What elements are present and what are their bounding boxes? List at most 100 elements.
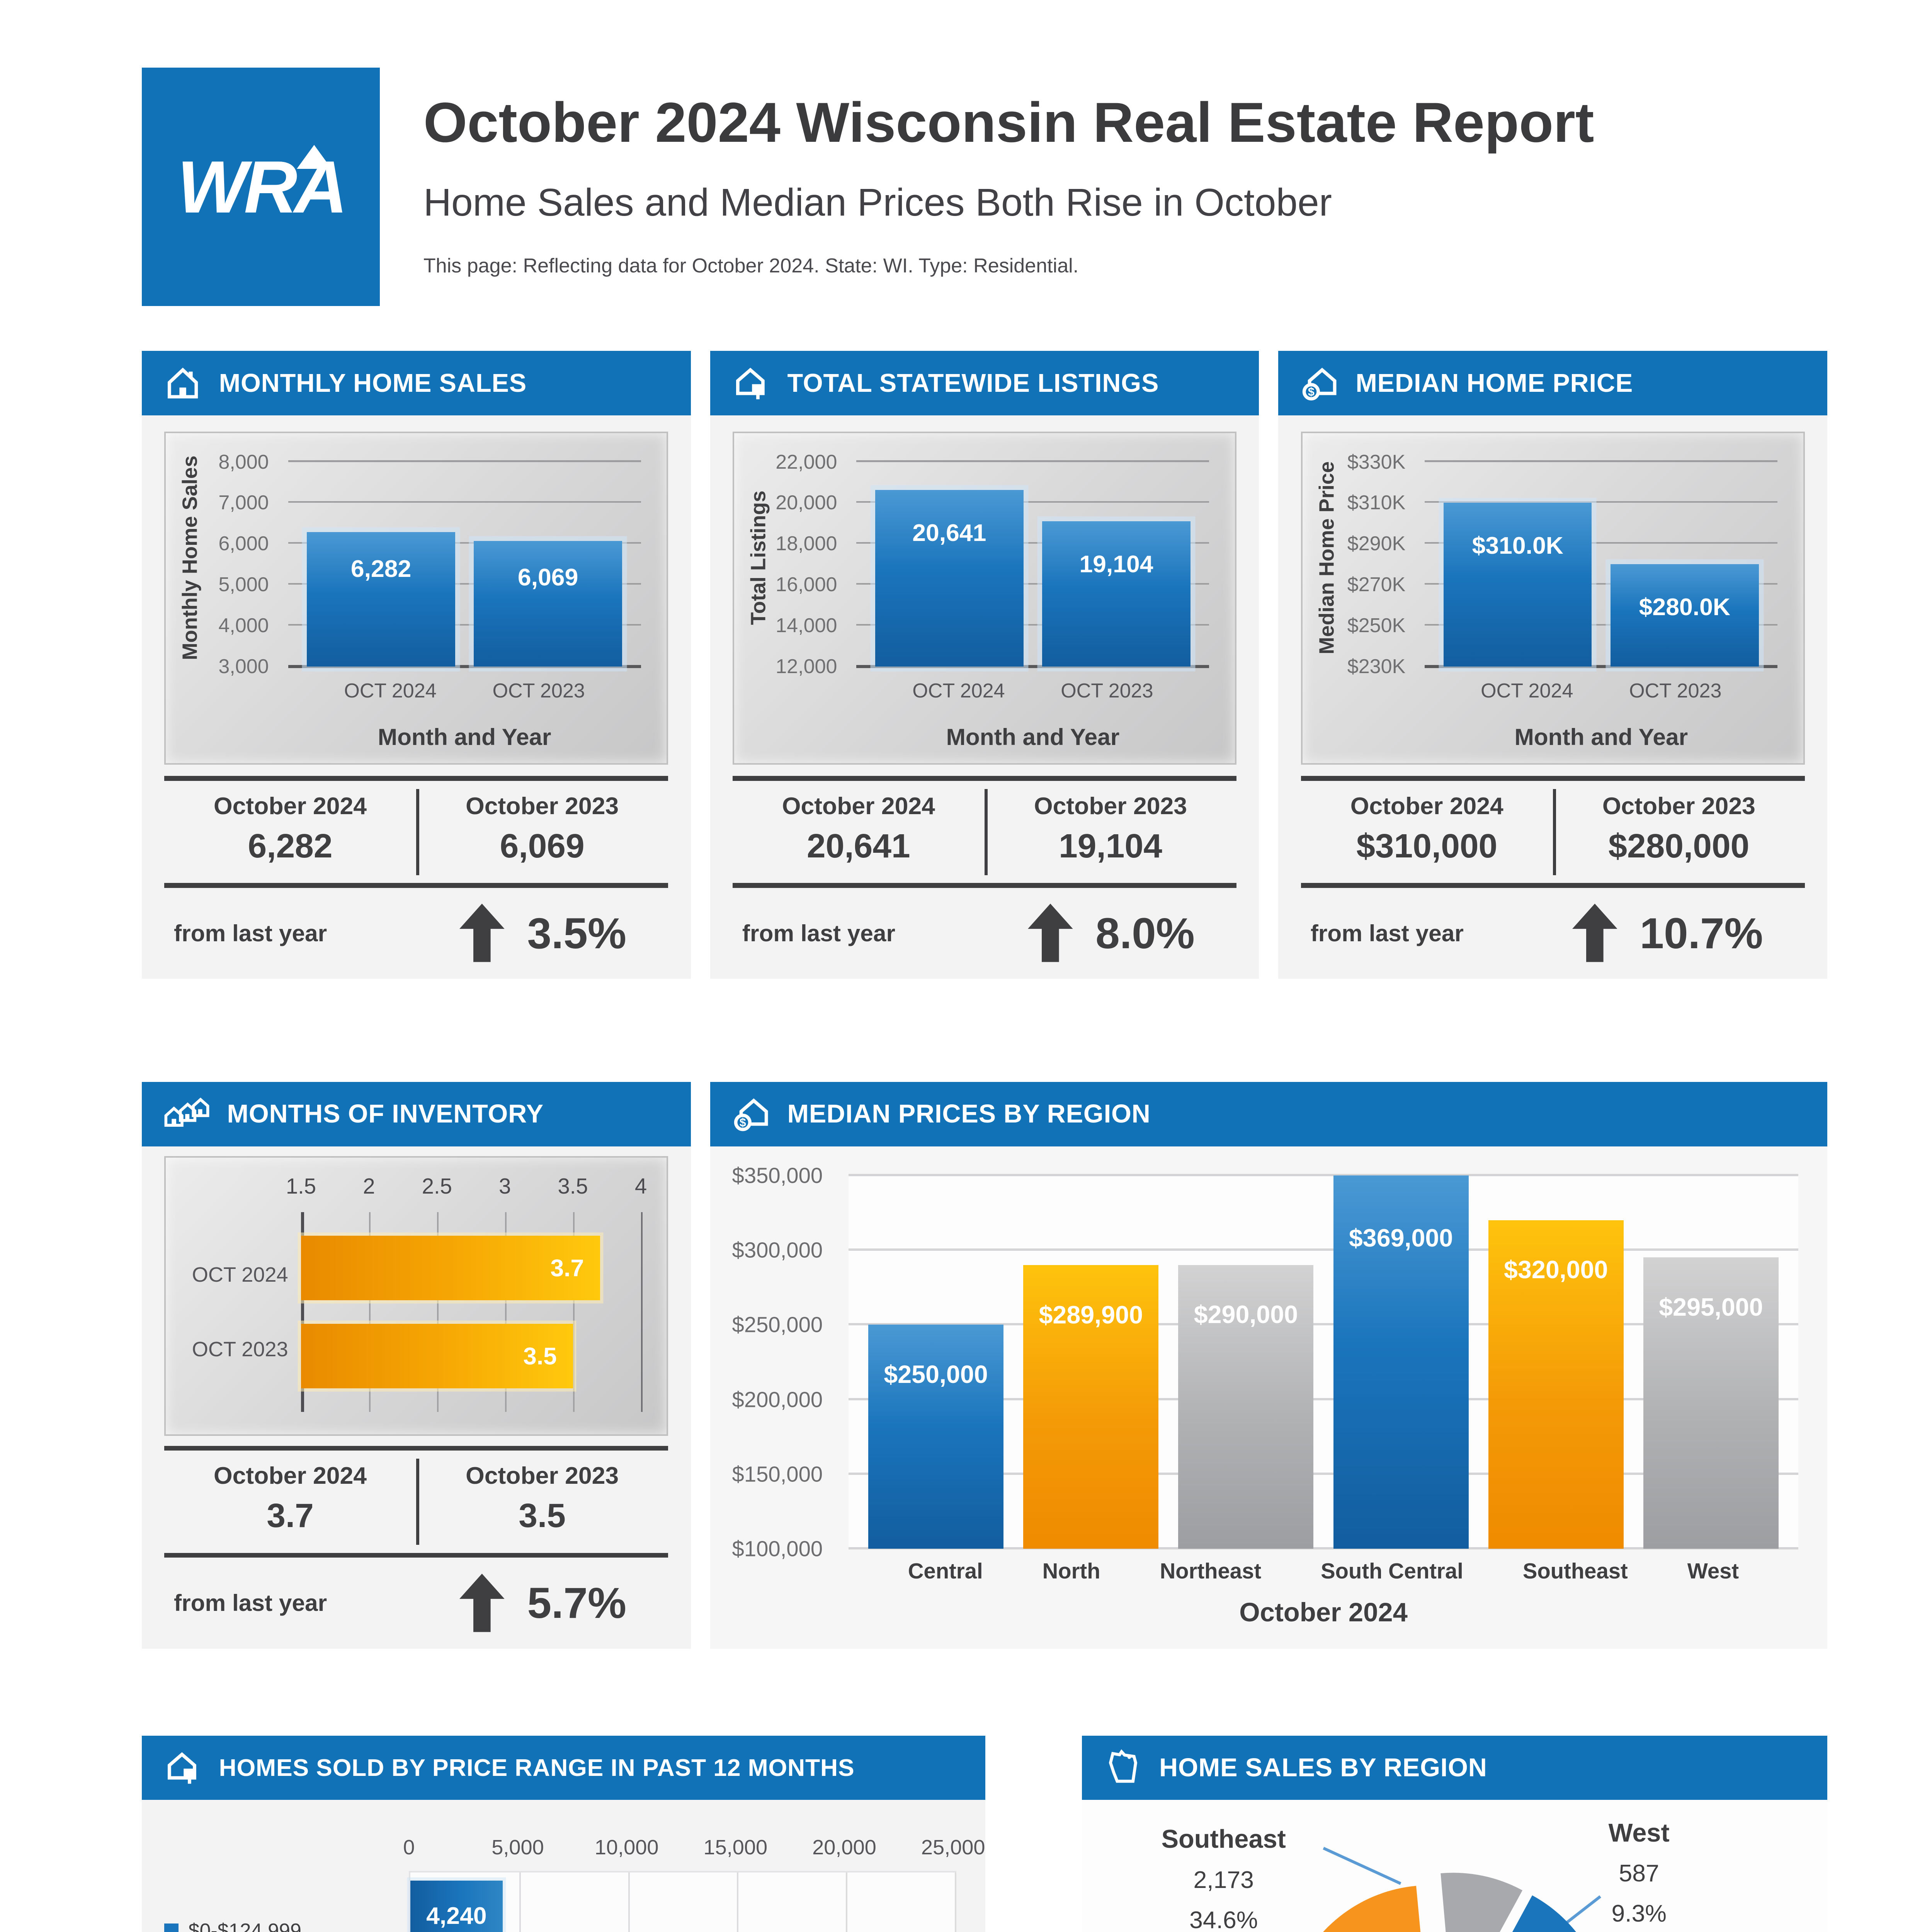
gridline xyxy=(856,624,1209,626)
change-label: from last year xyxy=(173,1589,327,1616)
gridline xyxy=(848,1547,1799,1550)
gridline xyxy=(288,624,641,626)
y-tick-label: 20,000 xyxy=(776,492,837,514)
pie-svg xyxy=(1323,1847,1601,1932)
change-percent: 10.7% xyxy=(1639,908,1763,957)
stat-columns: October 2024 3.7 October 2023 3.5 xyxy=(164,1451,668,1553)
stat-label: October 2023 xyxy=(1034,792,1187,820)
bar-value-label: 6,282 xyxy=(350,555,412,582)
y-tick-label: 8,000 xyxy=(218,451,269,473)
gridline xyxy=(437,1212,439,1412)
bar-price-range-0: 4,240 xyxy=(410,1880,503,1932)
bar-oct-2023: 19,104 xyxy=(1042,521,1190,667)
change-row: from last year 8.0% xyxy=(733,888,1236,967)
bar-value-label: 20,641 xyxy=(912,519,986,546)
bar-value-label: $310.0K xyxy=(1472,532,1563,560)
y-axis-ticks: 8,000 7,000 6,000 5,000 4,000 3,000 xyxy=(204,451,279,678)
gridline xyxy=(628,1872,630,1932)
x-category-label: OCT 2023 xyxy=(492,680,585,702)
bar-north: $289,900 xyxy=(1023,1265,1159,1549)
stats-block: October 2024 6,282 October 2023 6,069 fr… xyxy=(164,776,668,967)
bar-row: 4,240 xyxy=(410,1880,954,1932)
y-tick-label: $350,000 xyxy=(732,1163,823,1188)
x-category-label: West xyxy=(1687,1559,1739,1583)
y-tick-label: $150,000 xyxy=(732,1462,823,1486)
bar-value-label: $295,000 xyxy=(1659,1293,1763,1321)
gridline xyxy=(1425,460,1778,462)
card-title: HOMES SOLD BY PRICE RANGE IN PAST 12 MON… xyxy=(219,1754,855,1782)
stats-block: October 2024 $310,000 October 2023 $280,… xyxy=(1301,776,1805,967)
y-tick-label: $250,000 xyxy=(732,1312,823,1337)
bar-row: 3.5 xyxy=(301,1324,641,1388)
stat-current: October 2024 $310,000 xyxy=(1301,792,1553,866)
x-tick-label: 2 xyxy=(363,1174,375,1199)
stat-label: October 2024 xyxy=(214,792,367,820)
x-categories: OCT 2024 OCT 2023 xyxy=(1425,679,1777,708)
wra-logo: WRA xyxy=(141,68,380,306)
stat-value: 19,104 xyxy=(1059,827,1162,865)
plot-area: 4,24011,32825,15914,14710,847 xyxy=(409,1871,956,1932)
y-tick-label: $100,000 xyxy=(732,1536,823,1561)
y-axis-ticks: $350,000 $300,000 $250,000 $200,000 $150,000… xyxy=(710,1163,839,1561)
y-tick-label: 18,000 xyxy=(776,532,837,555)
card-header: $ MEDIAN PRICES BY REGION xyxy=(710,1082,1828,1146)
wisconsin-icon xyxy=(1109,1749,1138,1783)
card-median-prices-by-region: $ MEDIAN PRICES BY REGION $350,000 $300,0… xyxy=(710,1082,1828,1649)
bar-oct-2023: 3.5 xyxy=(301,1324,573,1388)
up-arrow-icon xyxy=(1028,902,1073,963)
x-tick-label: 0 xyxy=(403,1836,415,1859)
bar-value-label: 19,104 xyxy=(1079,550,1153,578)
y-tick-label: 16,000 xyxy=(776,573,837,596)
stat-current: October 2024 3.7 xyxy=(164,1462,416,1535)
stat-value: 6,069 xyxy=(500,827,585,865)
chart-frame: Median Home Price $330K $310K $290K $270K $25… xyxy=(1301,431,1805,765)
card-title: MEDIAN HOME PRICE xyxy=(1355,369,1633,398)
x-category-label: OCT 2023 xyxy=(1629,680,1722,702)
card-header: MONTHLY HOME SALES xyxy=(141,351,691,415)
bar-value-label: $250,000 xyxy=(884,1361,988,1388)
row-category-label: OCT 2024 xyxy=(192,1263,288,1287)
plot-area: $310.0K $280.0K xyxy=(1425,460,1778,668)
y-tick-label: 22,000 xyxy=(776,451,837,473)
stat-current: October 2024 20,641 xyxy=(733,792,985,866)
card-title: MEDIAN PRICES BY REGION xyxy=(787,1100,1151,1129)
change-label: from last year xyxy=(173,920,327,946)
x-category-label: OCT 2024 xyxy=(344,680,437,702)
median-home-price-chart: Median Home Price $330K $310K $290K $270K $25… xyxy=(1312,439,1794,757)
gridline xyxy=(301,1212,304,1412)
stat-columns: October 2024 20,641 October 2023 19,104 xyxy=(733,781,1236,883)
gridline xyxy=(856,665,1209,668)
gridline xyxy=(288,542,641,544)
stat-value: 20,641 xyxy=(807,827,910,865)
y-axis-title: Median Home Price xyxy=(1315,461,1338,655)
gridline xyxy=(1425,624,1778,626)
gridline xyxy=(288,583,641,585)
stat-value: 6,282 xyxy=(248,827,333,865)
plot-area: 20,641 19,104 xyxy=(856,460,1209,668)
bars: 20,641 19,104 xyxy=(856,462,1209,667)
stat-label: October 2023 xyxy=(1602,792,1755,820)
gridline xyxy=(848,1173,1799,1176)
chart-frame: 1.5 2 2.5 3 3.5 4 OCT 2024 OCT 2023 3.7 3.5 xyxy=(164,1156,668,1436)
bars: 3.7 3.5 xyxy=(301,1212,641,1412)
bars: $250,000 $289,900 $290,000 $369,000 $320,000… xyxy=(849,1175,1798,1549)
divider xyxy=(164,1446,668,1451)
bar-oct-2023: 6,069 xyxy=(474,541,622,667)
card-homes-sold-by-price-range: HOMES SOLD BY PRICE RANGE IN PAST 12 MON… xyxy=(141,1735,985,1932)
x-tick-label: 3 xyxy=(499,1174,511,1199)
bar-value-label: $290,000 xyxy=(1194,1301,1298,1329)
gridline xyxy=(954,1872,956,1932)
x-tick-label: 25,000 xyxy=(921,1836,985,1859)
y-tick-label: $330K xyxy=(1347,451,1406,473)
wra-logo-roof-icon xyxy=(297,145,332,169)
stat-previous: October 2023 3.5 xyxy=(416,1462,668,1535)
pie-label-percent: 34.6% xyxy=(1189,1906,1258,1932)
gridline xyxy=(737,1872,739,1932)
bar-value-label: 4,240 xyxy=(426,1902,487,1930)
monthly-home-sales-chart: Monthly Home Sales 8,000 7,000 6,000 5,000 4,… xyxy=(175,439,657,757)
card-title: HOME SALES BY REGION xyxy=(1159,1753,1487,1782)
stat-label: October 2024 xyxy=(1350,792,1503,820)
bar-value-label: $289,900 xyxy=(1039,1301,1143,1329)
plot-area: 6,282 6,069 xyxy=(288,460,641,668)
x-axis-title: Month and Year xyxy=(946,723,1120,750)
